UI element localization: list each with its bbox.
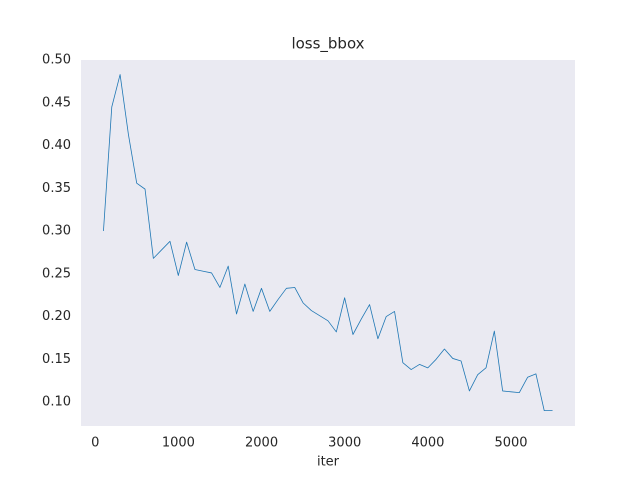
- plot-area: [81, 60, 575, 426]
- y-tick-label: 0.30: [42, 224, 71, 239]
- y-tick-label: 0.40: [42, 138, 71, 153]
- x-tick-label: 3000: [328, 436, 361, 451]
- x-axis-label: iter: [317, 455, 340, 470]
- y-tick-label: 0.10: [42, 395, 71, 410]
- y-tick-label: 0.15: [42, 352, 71, 367]
- y-tick-label: 0.50: [42, 53, 71, 68]
- x-tick-label: 5000: [494, 436, 527, 451]
- line: [103, 74, 553, 412]
- x-tick-label: 0: [91, 436, 99, 451]
- y-tick-label: 0.35: [42, 181, 71, 196]
- y-tick-label: 0.25: [42, 266, 71, 281]
- x-tick-label: 2000: [245, 436, 278, 451]
- x-tick-label: 4000: [411, 436, 444, 451]
- x-tick-label: 1000: [162, 436, 195, 451]
- y-tick-label: 0.20: [42, 309, 71, 324]
- y-tick-label: 0.45: [42, 95, 71, 110]
- chart-title: loss_bbox: [291, 35, 364, 54]
